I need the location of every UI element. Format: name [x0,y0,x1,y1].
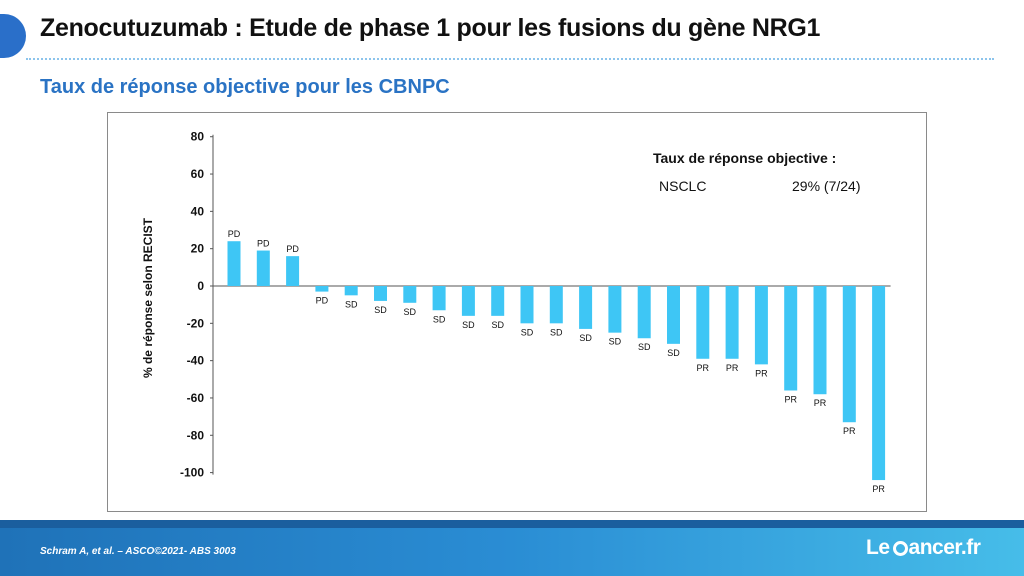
y-tick-label: -60 [187,391,205,405]
bar [227,241,241,286]
bar [344,286,358,296]
logo-text-right: ancer.fr [908,536,981,559]
bar-label: SD [462,320,475,330]
y-tick-label: 0 [197,279,204,293]
page-title: Zenocutuzumab : Etude de phase 1 pour le… [40,14,821,42]
bar [286,256,300,286]
y-tick-label: 40 [191,204,205,218]
bar-label: SD [404,307,417,317]
bar [256,250,270,286]
orr-value: 29% (7/24) [792,178,861,194]
footer-bar [0,520,1024,576]
y-tick-label: 20 [191,242,205,256]
y-tick-label: -100 [180,466,204,480]
bar [403,286,417,303]
bar-label: SD [609,337,622,347]
bar-label: SD [667,348,680,358]
y-axis-label: % de réponse selon RECIST [141,217,155,379]
bar [608,286,622,333]
orr-label: NSCLC [659,178,707,194]
bar-label: PR [814,398,827,408]
page-subtitle: Taux de réponse objective pour les CBNPC [40,76,450,98]
bar-label: SD [579,333,592,343]
bar [315,286,329,292]
title-divider [26,58,994,60]
logo-text-left: Le [866,536,890,559]
bar-label: SD [521,327,534,337]
bar [725,286,739,359]
bar [374,286,387,301]
bar [461,286,475,316]
bar [579,286,593,329]
bar [784,286,798,391]
bar-label: PR [697,363,710,373]
bar-label: PR [755,368,768,378]
bar [842,286,856,423]
bar [667,286,680,344]
y-tick-label: 60 [191,167,205,181]
waterfall-chart: 80 60 40 20 0 -20 -40 -60 -80 -100 PD PD PD PD SD SD SD S… [180,130,891,494]
bar-label: SD [550,327,563,337]
citation: Schram A, et al. – ASCO©2021- ABS 3003 [40,546,236,557]
logo-ring-icon [892,541,908,556]
bar-label: PR [726,363,739,373]
y-tick-label: -80 [187,428,205,442]
bar-label: PR [784,394,797,404]
bar-label: PD [316,296,329,306]
bar [813,286,827,395]
bar [491,286,505,316]
bar [754,286,768,365]
footer-band [0,520,1024,528]
bar [872,286,886,481]
bar-label: SD [374,305,387,315]
bar-label: PD [257,239,270,249]
bar-label: SD [345,299,358,309]
bar-label: SD [491,320,504,330]
corner-accent [0,14,26,58]
bar [637,286,651,339]
brand-logo[interactable]: Le ancer.fr [866,536,981,560]
bar-label: PD [228,229,241,239]
chart-frame: 80 60 40 20 0 -20 -40 -60 -80 -100 PD PD PD PD SD SD SD S… [107,112,927,512]
bar-label: SD [638,342,651,352]
bar-label: PR [843,426,856,436]
bar [696,286,710,359]
bar [520,286,534,324]
y-tick-label: 80 [191,130,205,144]
bar-label: SD [433,314,446,324]
bar-label: PR [872,484,885,494]
bar [432,286,446,311]
bar [549,286,563,324]
y-tick-label: -20 [187,316,205,330]
y-tick-label: -40 [187,354,205,368]
orr-heading: Taux de réponse objective : [653,150,837,166]
bar-label: PD [286,244,299,254]
